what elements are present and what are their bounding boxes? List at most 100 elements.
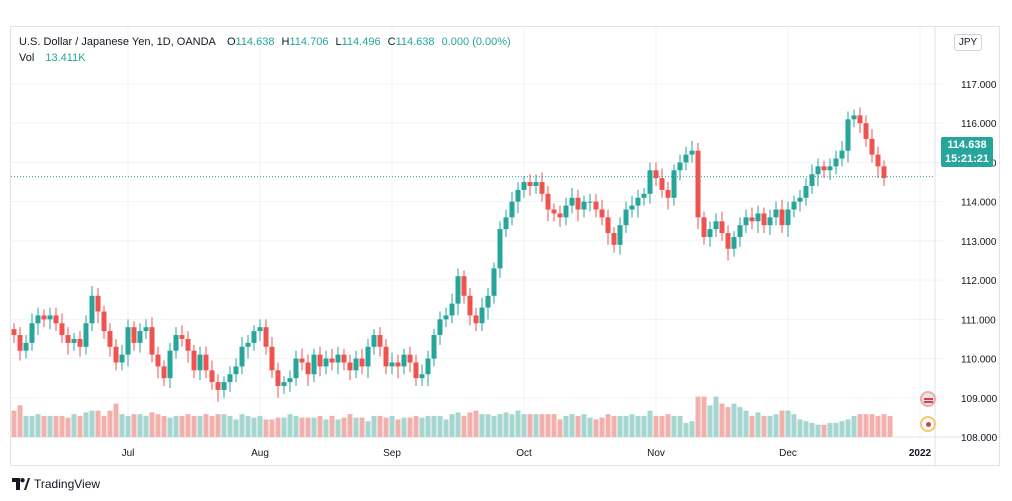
candle-body [695, 150, 701, 218]
volume-bar [89, 410, 95, 437]
volume-bar [887, 415, 893, 437]
candle-body [869, 138, 875, 155]
candle-body [797, 197, 803, 202]
candle-body [389, 362, 395, 367]
candle-body [803, 185, 809, 198]
volume-bar [347, 414, 353, 437]
candle-body [659, 178, 665, 190]
volume-bar [17, 405, 23, 437]
volume-bar [521, 414, 527, 437]
footer-branding[interactable]: TradingView [12, 474, 100, 494]
volume-bar [299, 417, 305, 437]
volume-bar [173, 415, 179, 437]
y-tick-label: 113.000 [961, 237, 997, 248]
candle-body [815, 166, 821, 175]
candle-body [749, 217, 755, 222]
candle-body [725, 233, 731, 249]
chart-canvas[interactable]: 108.000 109.000 110.000 111.000 112.000 113.0… [11, 27, 1001, 467]
tradingview-brand: TradingView [34, 477, 101, 491]
candle-body [263, 327, 269, 347]
volume-bar [683, 422, 689, 437]
candle-body [239, 346, 245, 367]
volume-bar [197, 415, 203, 437]
volume-bar [761, 415, 767, 437]
volume-bar [323, 419, 329, 437]
candle-body [509, 201, 515, 218]
volume-bar [425, 415, 431, 437]
currency-badge[interactable]: JPY [954, 34, 982, 51]
volume-bar [563, 415, 569, 437]
candle-body [761, 213, 767, 226]
candle-body [107, 331, 113, 347]
candle-body [641, 193, 647, 198]
volume-bar [221, 414, 227, 437]
volume-bar [701, 396, 707, 437]
candle-body [455, 276, 461, 304]
volume-bar [245, 415, 251, 437]
volume-bar [383, 417, 389, 437]
volume-bar [419, 417, 425, 437]
us-flag-icon[interactable] [920, 391, 936, 407]
volume-bar [377, 415, 383, 437]
candle-body [851, 115, 857, 120]
candle-body [737, 225, 743, 237]
volume-bar [233, 419, 239, 437]
candle-body [269, 346, 275, 371]
y-tick-label: 117.000 [961, 80, 997, 91]
candle-body [767, 217, 773, 226]
volume-bar [281, 417, 287, 437]
volume-bar [503, 412, 509, 437]
volume-bar [473, 410, 479, 437]
volume-bar [53, 415, 59, 437]
y-tick-label: 112.000 [961, 276, 997, 287]
candle-body [839, 150, 845, 159]
volume-bar [389, 415, 395, 437]
candle-body [689, 150, 695, 155]
volume-bar [227, 415, 233, 437]
volume-bar [551, 414, 557, 437]
volume-bar [689, 421, 695, 437]
japan-flag-icon[interactable] [920, 416, 936, 432]
candle-body [443, 315, 449, 320]
candle-body [233, 366, 239, 375]
volume-bar [665, 414, 671, 437]
volume-bar [107, 410, 113, 437]
volume-bar [119, 414, 125, 437]
volume-bar [749, 415, 755, 437]
candle-body [833, 158, 839, 167]
volume-bar [215, 414, 221, 437]
candle-body [257, 327, 263, 332]
volume-bar [305, 417, 311, 437]
candle-body [353, 358, 359, 371]
volume-bar [71, 414, 77, 437]
x-tick-label: Jul [122, 448, 135, 459]
volume-bar [161, 415, 167, 437]
candle-body [323, 358, 329, 367]
volume-bar [461, 415, 467, 437]
candle-body [611, 233, 617, 245]
candle-body [785, 209, 791, 226]
volume-bar [569, 414, 575, 437]
volume-bar [407, 417, 413, 437]
chart-frame[interactable]: 108.000 109.000 110.000 111.000 112.000 113.0… [10, 26, 1001, 467]
volume-bar [527, 414, 533, 437]
candle-body [71, 338, 77, 343]
candle-body [53, 315, 59, 324]
volume-bar [395, 419, 401, 437]
candle-body [425, 358, 431, 375]
candle-body [209, 370, 215, 383]
candle-body [677, 162, 683, 171]
volume-bar [851, 415, 857, 437]
candle-body [227, 374, 233, 383]
candle-body [713, 221, 719, 230]
candle-body [551, 209, 557, 214]
candle-body [335, 354, 341, 363]
candle-body [431, 335, 437, 359]
candle-body [503, 217, 509, 230]
candle-body [647, 170, 653, 194]
candle-body [47, 315, 53, 320]
volume-bar [455, 412, 461, 437]
candle-body [29, 323, 35, 343]
candle-body [17, 335, 23, 351]
volume-bar [485, 414, 491, 437]
